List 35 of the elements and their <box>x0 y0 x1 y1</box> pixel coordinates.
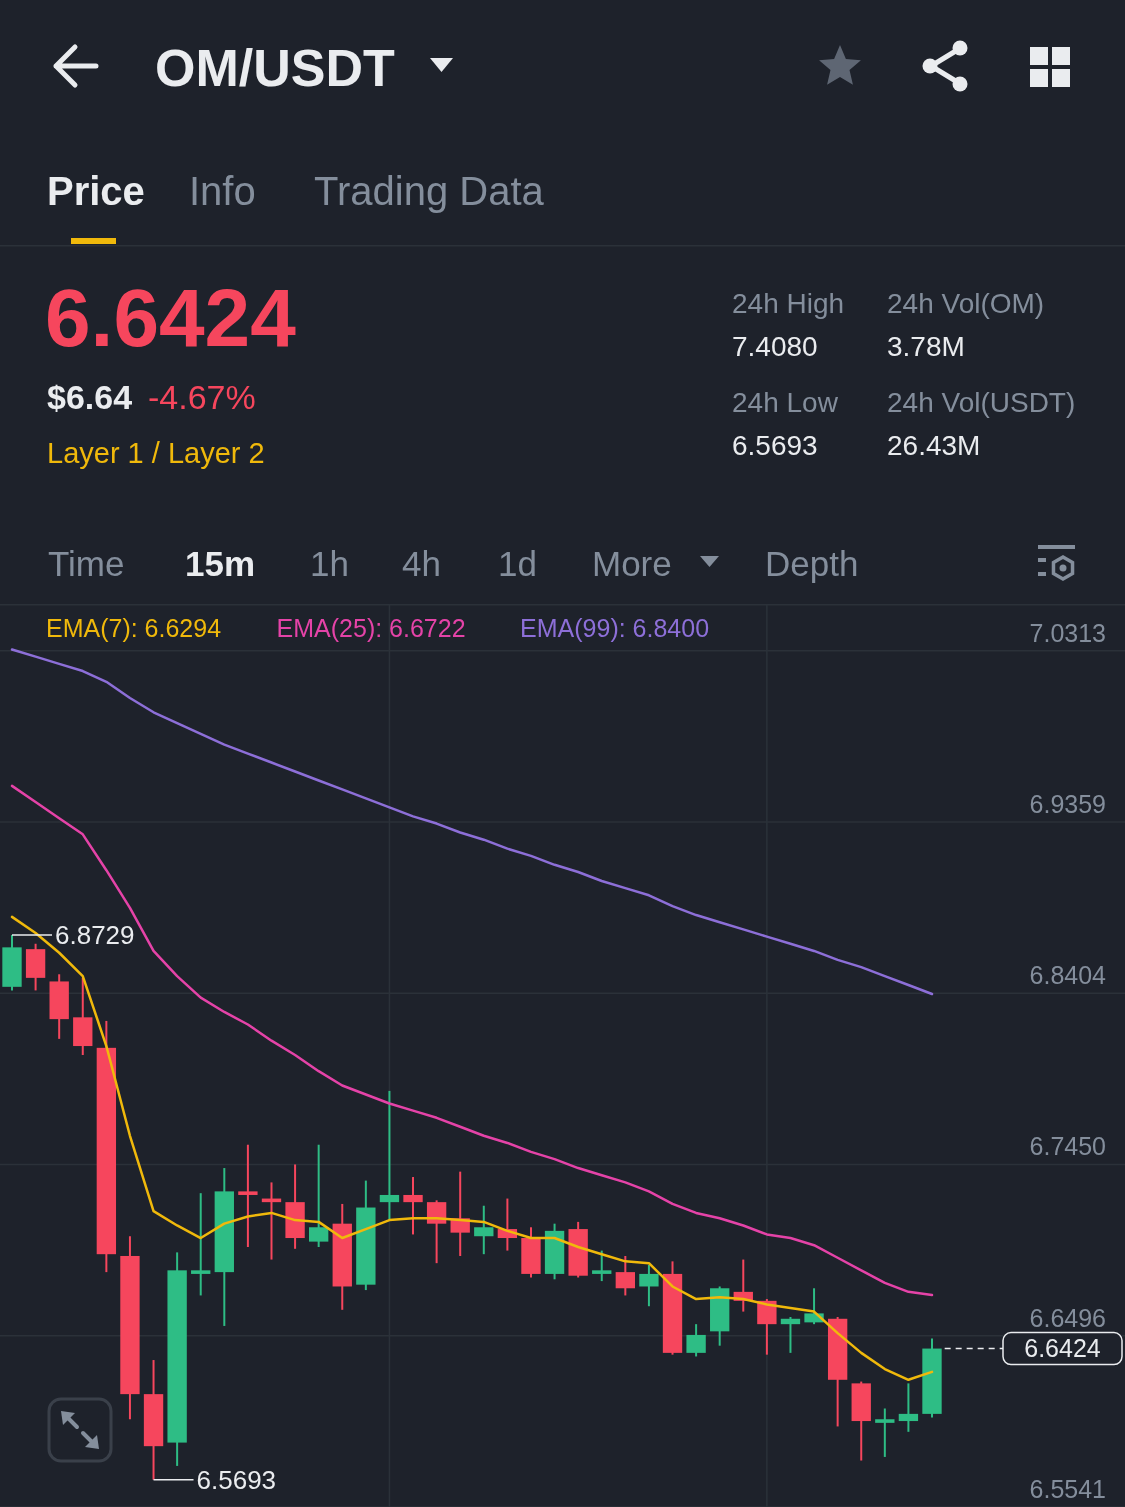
text: 4h <box>402 544 441 583</box>
text: EMA(7): 6.6294 <box>46 614 222 642</box>
text: -4.67% <box>148 378 256 416</box>
annotation: 6.8729 <box>55 920 135 951</box>
text: Time <box>48 544 125 583</box>
y-tick-label: 6.7450 <box>1029 1132 1106 1161</box>
y-tick-label: 6.8404 <box>1029 961 1107 990</box>
y-tick-label: 6.6496 <box>1029 1303 1106 1332</box>
text: 15m <box>185 544 256 583</box>
text: 24h Vol(OM) <box>887 288 1045 319</box>
text: Trading Data <box>314 169 545 213</box>
text: Info <box>189 169 256 213</box>
text: EMA(25): 6.6722 <box>276 614 466 642</box>
text: 24h High <box>732 288 845 319</box>
text: 6.5693 <box>732 430 818 461</box>
text: OM/USDT <box>155 39 395 97</box>
text: Depth <box>765 544 859 583</box>
ref-line-label: 6.6424 <box>1024 1334 1101 1363</box>
text: 26.43M <box>887 430 981 461</box>
y-tick-label: 6.5541 <box>1029 1475 1106 1503</box>
text: 24h Low <box>732 387 839 418</box>
annotation: 6.5693 <box>196 1464 277 1495</box>
text: 1d <box>498 544 537 583</box>
text: More <box>592 544 672 583</box>
text: Price <box>47 169 145 213</box>
text: Layer 1 / Layer 2 <box>47 437 265 469</box>
text: 3.78M <box>887 331 965 362</box>
text: EMA(99): 6.8400 <box>520 614 710 642</box>
text: 1h <box>310 544 349 583</box>
text: 7.4080 <box>732 331 818 362</box>
text: 24h Vol(USDT) <box>887 387 1076 418</box>
y-tick-label: 7.0313 <box>1029 618 1106 647</box>
text: 6.6424 <box>45 272 297 363</box>
y-tick-label: 6.9359 <box>1029 789 1106 818</box>
text: $6.64 <box>47 378 133 416</box>
